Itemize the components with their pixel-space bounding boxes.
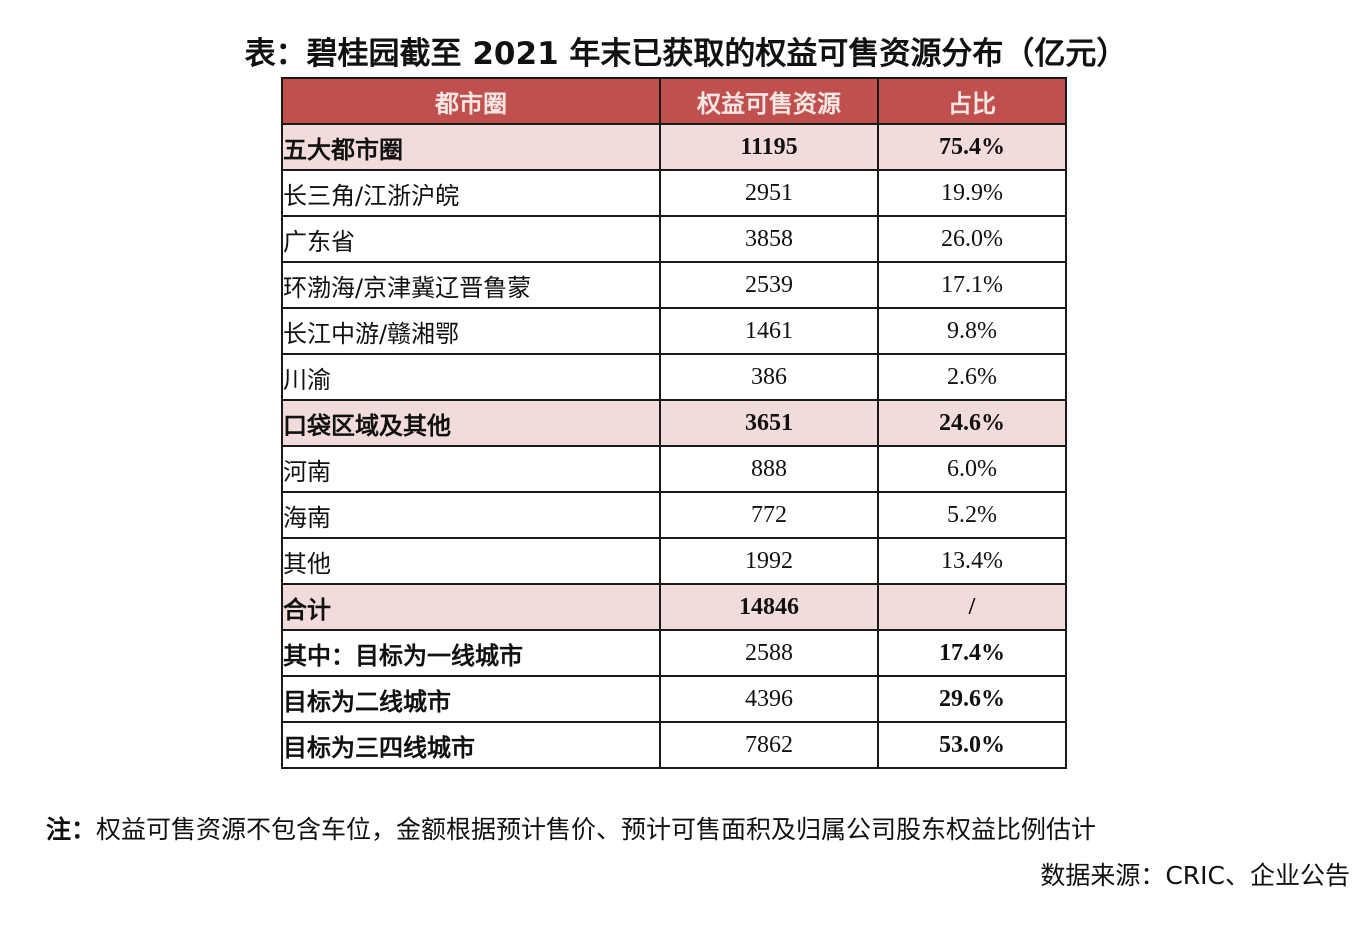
row-label: 长江中游/赣湘鄂 xyxy=(281,307,661,355)
row-share: 2.6% xyxy=(877,353,1067,401)
row-label: 长三角/江浙沪皖 xyxy=(281,169,661,217)
row-share: 53.0% xyxy=(877,721,1067,769)
table-row: 五大都市圈 11195 75.4% xyxy=(281,123,1067,171)
table-title: 表：碧桂园截至 2021 年末已获取的权益可售资源分布（亿元） xyxy=(244,36,1128,72)
table-row: 长三角/江浙沪皖 2951 19.9% xyxy=(281,169,1067,217)
row-label: 环渤海/京津冀辽晋鲁蒙 xyxy=(281,261,661,309)
header-region: 都市圈 xyxy=(281,77,661,125)
row-value: 1992 xyxy=(659,537,879,585)
row-share: 19.9% xyxy=(877,169,1067,217)
row-value: 11195 xyxy=(659,123,879,171)
table-row: 环渤海/京津冀辽晋鲁蒙 2539 17.1% xyxy=(281,261,1067,309)
row-label: 海南 xyxy=(281,491,661,539)
row-label: 广东省 xyxy=(281,215,661,263)
row-label: 目标为二线城市 xyxy=(281,675,661,723)
row-share: 17.1% xyxy=(877,261,1067,309)
row-value: 772 xyxy=(659,491,879,539)
row-share: 6.0% xyxy=(877,445,1067,493)
row-value: 386 xyxy=(659,353,879,401)
row-share: 24.6% xyxy=(877,399,1067,447)
table-row: 其他 1992 13.4% xyxy=(281,537,1067,585)
row-label: 五大都市圈 xyxy=(281,123,661,171)
header-share: 占比 xyxy=(877,77,1067,125)
row-value: 4396 xyxy=(659,675,879,723)
row-label: 其中：目标为一线城市 xyxy=(281,629,661,677)
row-label: 口袋区域及其他 xyxy=(281,399,661,447)
row-share: 26.0% xyxy=(877,215,1067,263)
resource-distribution-table: 都市圈 权益可售资源 占比 五大都市圈 11195 75.4% 长三角/江浙沪皖… xyxy=(281,77,1067,769)
table-row: 口袋区域及其他 3651 24.6% xyxy=(281,399,1067,447)
row-label: 河南 xyxy=(281,445,661,493)
row-label: 目标为三四线城市 xyxy=(281,721,661,769)
row-share: 17.4% xyxy=(877,629,1067,677)
table-header-row: 都市圈 权益可售资源 占比 xyxy=(281,77,1067,125)
row-value: 7862 xyxy=(659,721,879,769)
row-share: 29.6% xyxy=(877,675,1067,723)
row-value: 888 xyxy=(659,445,879,493)
table-row-total: 合计 14846 / xyxy=(281,583,1067,631)
row-value: 2951 xyxy=(659,169,879,217)
footnote-prefix: 注： xyxy=(46,815,97,844)
table-row: 目标为二线城市 4396 29.6% xyxy=(281,675,1067,723)
row-value: 3651 xyxy=(659,399,879,447)
row-share: / xyxy=(877,583,1067,631)
row-share: 13.4% xyxy=(877,537,1067,585)
row-share: 5.2% xyxy=(877,491,1067,539)
data-source: 数据来源：CRIC、企业公告 xyxy=(1040,861,1350,890)
footnote: 注：权益可售资源不包含车位，金额根据预计售价、预计可售面积及归属公司股东权益比例… xyxy=(46,810,1096,846)
row-label: 其他 xyxy=(281,537,661,585)
footnote-text: 权益可售资源不包含车位，金额根据预计售价、预计可售面积及归属公司股东权益比例估计 xyxy=(96,815,1097,844)
table-row: 长江中游/赣湘鄂 1461 9.8% xyxy=(281,307,1067,355)
table-row: 河南 888 6.0% xyxy=(281,445,1067,493)
table-row: 目标为三四线城市 7862 53.0% xyxy=(281,721,1067,769)
row-label: 川渝 xyxy=(281,353,661,401)
table-row: 海南 772 5.2% xyxy=(281,491,1067,539)
row-value: 2588 xyxy=(659,629,879,677)
row-label: 合计 xyxy=(281,583,661,631)
row-value: 2539 xyxy=(659,261,879,309)
row-value: 14846 xyxy=(659,583,879,631)
row-value: 1461 xyxy=(659,307,879,355)
header-resources: 权益可售资源 xyxy=(659,77,879,125)
table-row: 其中：目标为一线城市 2588 17.4% xyxy=(281,629,1067,677)
row-share: 9.8% xyxy=(877,307,1067,355)
row-value: 3858 xyxy=(659,215,879,263)
table-row: 川渝 386 2.6% xyxy=(281,353,1067,401)
table-row: 广东省 3858 26.0% xyxy=(281,215,1067,263)
row-share: 75.4% xyxy=(877,123,1067,171)
